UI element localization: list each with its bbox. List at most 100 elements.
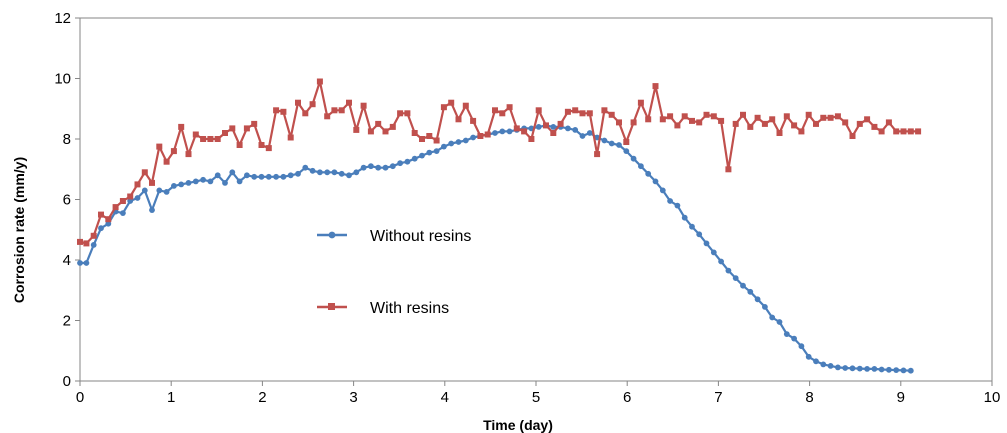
data-point <box>608 140 615 147</box>
data-point <box>484 131 491 138</box>
data-point <box>316 78 323 85</box>
data-point <box>141 169 148 176</box>
data-point <box>638 163 644 170</box>
data-point <box>499 110 506 117</box>
data-point <box>572 126 579 133</box>
data-point <box>535 107 542 114</box>
data-point <box>885 119 892 126</box>
data-point <box>513 125 520 132</box>
data-point <box>652 83 659 90</box>
data-point <box>499 128 506 135</box>
data-point <box>798 128 805 135</box>
x-tick-label: 10 <box>984 389 1001 406</box>
data-point <box>368 163 374 170</box>
data-point <box>265 173 272 180</box>
data-point <box>229 169 236 176</box>
legend-entry-without-resins: Without resins <box>317 228 471 245</box>
data-point <box>813 358 819 365</box>
data-point <box>528 136 535 142</box>
data-point <box>565 125 571 132</box>
data-point <box>455 116 462 123</box>
series-without-resins <box>77 122 914 374</box>
data-point <box>441 143 447 150</box>
data-point <box>586 130 593 136</box>
data-point <box>200 136 207 142</box>
data-point <box>718 258 724 265</box>
data-point <box>761 120 768 127</box>
data-point <box>236 178 243 185</box>
x-tick-label: 7 <box>714 389 722 406</box>
data-point <box>346 172 352 179</box>
data-point <box>659 187 666 194</box>
data-point <box>382 128 389 135</box>
data-point <box>856 365 863 372</box>
data-point <box>725 267 732 274</box>
data-point <box>871 123 878 130</box>
data-point <box>674 122 681 129</box>
data-point <box>156 143 163 150</box>
data-point <box>623 139 630 145</box>
series-with-resins <box>77 78 922 247</box>
data-point <box>470 134 476 141</box>
y-tick-label: 4 <box>63 252 71 269</box>
axes <box>79 17 993 382</box>
y-axis-title: Corrosion rate (mm/y) <box>11 157 27 303</box>
data-point <box>419 136 425 142</box>
data-point <box>134 181 141 188</box>
data-point <box>419 152 425 159</box>
data-point <box>375 120 382 127</box>
data-point <box>295 99 301 106</box>
data-point <box>820 114 827 121</box>
data-point <box>273 107 280 114</box>
y-tick-label: 10 <box>54 71 71 88</box>
x-tick-label: 2 <box>258 389 266 406</box>
data-point <box>448 99 455 106</box>
data-point <box>900 128 907 135</box>
plot-frame <box>79 17 993 382</box>
legend-marker-without-resins <box>328 231 336 239</box>
data-point <box>659 116 666 123</box>
data-point <box>703 111 710 118</box>
data-point <box>207 178 214 185</box>
data-point <box>244 172 250 179</box>
x-tick-label: 3 <box>349 389 357 406</box>
data-point <box>178 181 185 188</box>
data-point <box>769 116 776 123</box>
data-point <box>696 231 703 238</box>
data-point <box>506 104 513 111</box>
data-point <box>214 136 221 142</box>
data-point <box>783 331 790 337</box>
data-point <box>105 220 112 227</box>
data-point <box>521 128 528 135</box>
data-point <box>842 365 849 371</box>
data-point <box>601 137 608 144</box>
data-point <box>849 133 856 139</box>
data-point <box>90 242 97 248</box>
series-line-with-resins <box>79 80 919 245</box>
data-point <box>681 113 688 120</box>
data-point <box>762 304 768 310</box>
data-point <box>178 123 185 130</box>
data-point <box>404 110 411 117</box>
data-point <box>776 319 783 325</box>
data-point <box>389 163 396 170</box>
data-point <box>535 124 542 130</box>
data-point <box>258 173 265 180</box>
data-point <box>849 365 856 372</box>
data-point <box>236 142 243 148</box>
data-point <box>120 210 126 217</box>
data-point <box>907 128 914 135</box>
data-point <box>834 113 841 120</box>
data-point <box>805 353 812 360</box>
data-point <box>856 120 863 127</box>
data-point <box>287 172 294 179</box>
data-point <box>754 114 761 121</box>
data-point <box>813 120 819 127</box>
data-point <box>732 275 739 281</box>
x-tick-label: 0 <box>76 389 84 406</box>
data-point <box>397 110 404 117</box>
data-point <box>798 343 805 350</box>
data-point <box>222 180 228 186</box>
data-point <box>462 137 469 144</box>
legend-marker-with-resins <box>328 303 335 310</box>
